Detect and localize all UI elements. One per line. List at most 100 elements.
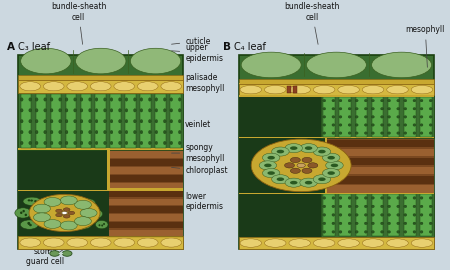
Bar <box>109 175 183 182</box>
Ellipse shape <box>74 98 76 101</box>
Ellipse shape <box>413 116 416 118</box>
Bar <box>323 194 334 236</box>
Ellipse shape <box>77 198 95 207</box>
Text: C₃ leaf: C₃ leaf <box>18 42 50 52</box>
Ellipse shape <box>65 130 68 134</box>
Ellipse shape <box>95 120 98 123</box>
Ellipse shape <box>277 177 284 181</box>
Ellipse shape <box>114 238 135 247</box>
Ellipse shape <box>404 132 407 134</box>
Ellipse shape <box>81 223 84 225</box>
Bar <box>324 138 327 193</box>
Ellipse shape <box>413 132 416 134</box>
Ellipse shape <box>429 197 432 199</box>
Ellipse shape <box>44 197 61 206</box>
Bar <box>323 97 334 137</box>
Ellipse shape <box>420 107 423 110</box>
Ellipse shape <box>355 132 358 134</box>
Ellipse shape <box>277 150 284 153</box>
Ellipse shape <box>323 132 326 134</box>
Ellipse shape <box>62 251 72 256</box>
Ellipse shape <box>28 223 31 225</box>
Ellipse shape <box>404 124 407 126</box>
Ellipse shape <box>53 225 55 227</box>
Ellipse shape <box>178 109 181 112</box>
Ellipse shape <box>155 141 157 145</box>
Ellipse shape <box>67 82 88 91</box>
Ellipse shape <box>323 116 326 118</box>
Bar <box>238 138 434 193</box>
Ellipse shape <box>20 98 23 101</box>
Ellipse shape <box>355 124 358 126</box>
Ellipse shape <box>355 231 358 233</box>
Ellipse shape <box>397 116 400 118</box>
Ellipse shape <box>59 198 62 200</box>
Ellipse shape <box>338 86 360 94</box>
Ellipse shape <box>262 168 280 178</box>
Ellipse shape <box>420 222 423 225</box>
Text: palisade
mesophyll: palisade mesophyll <box>171 73 225 93</box>
Ellipse shape <box>381 99 383 102</box>
Ellipse shape <box>413 205 416 208</box>
Ellipse shape <box>74 130 76 134</box>
Ellipse shape <box>140 141 143 145</box>
Ellipse shape <box>265 239 286 247</box>
Bar <box>372 194 383 236</box>
Ellipse shape <box>323 197 326 199</box>
Ellipse shape <box>284 163 294 168</box>
Ellipse shape <box>420 197 423 199</box>
Ellipse shape <box>323 231 326 233</box>
Ellipse shape <box>44 130 46 134</box>
Ellipse shape <box>25 214 27 216</box>
Ellipse shape <box>65 120 68 123</box>
Ellipse shape <box>148 109 151 112</box>
Ellipse shape <box>178 98 181 101</box>
Ellipse shape <box>429 107 432 110</box>
Bar <box>327 176 434 184</box>
Ellipse shape <box>58 109 61 112</box>
Ellipse shape <box>50 141 53 145</box>
Ellipse shape <box>36 98 38 101</box>
Ellipse shape <box>371 107 374 110</box>
Ellipse shape <box>305 181 312 184</box>
Ellipse shape <box>397 214 400 216</box>
Ellipse shape <box>44 120 46 123</box>
Ellipse shape <box>413 231 416 233</box>
Ellipse shape <box>381 197 383 199</box>
Ellipse shape <box>290 157 300 163</box>
Ellipse shape <box>362 239 384 247</box>
Ellipse shape <box>308 163 318 168</box>
Bar <box>140 94 151 148</box>
Ellipse shape <box>118 141 121 145</box>
Ellipse shape <box>326 161 343 170</box>
Ellipse shape <box>348 214 351 216</box>
Ellipse shape <box>56 213 63 217</box>
Ellipse shape <box>323 107 326 110</box>
Ellipse shape <box>348 222 351 225</box>
Ellipse shape <box>429 231 432 233</box>
Ellipse shape <box>104 141 106 145</box>
Bar <box>170 94 181 148</box>
Ellipse shape <box>240 239 261 247</box>
Ellipse shape <box>290 146 297 150</box>
Ellipse shape <box>388 99 391 102</box>
Ellipse shape <box>163 141 166 145</box>
Ellipse shape <box>68 211 75 215</box>
Ellipse shape <box>387 86 408 94</box>
Ellipse shape <box>58 141 61 145</box>
Ellipse shape <box>62 211 68 214</box>
Ellipse shape <box>348 231 351 233</box>
Bar <box>109 159 183 166</box>
Ellipse shape <box>364 99 367 102</box>
Ellipse shape <box>285 178 302 187</box>
Bar <box>238 55 434 249</box>
Ellipse shape <box>364 124 367 126</box>
Text: lower
epidermis: lower epidermis <box>171 192 223 211</box>
Ellipse shape <box>36 207 56 217</box>
Ellipse shape <box>339 132 342 134</box>
Ellipse shape <box>125 109 128 112</box>
Bar <box>327 140 434 147</box>
Bar <box>356 97 367 137</box>
Ellipse shape <box>272 147 289 156</box>
Ellipse shape <box>388 197 391 199</box>
